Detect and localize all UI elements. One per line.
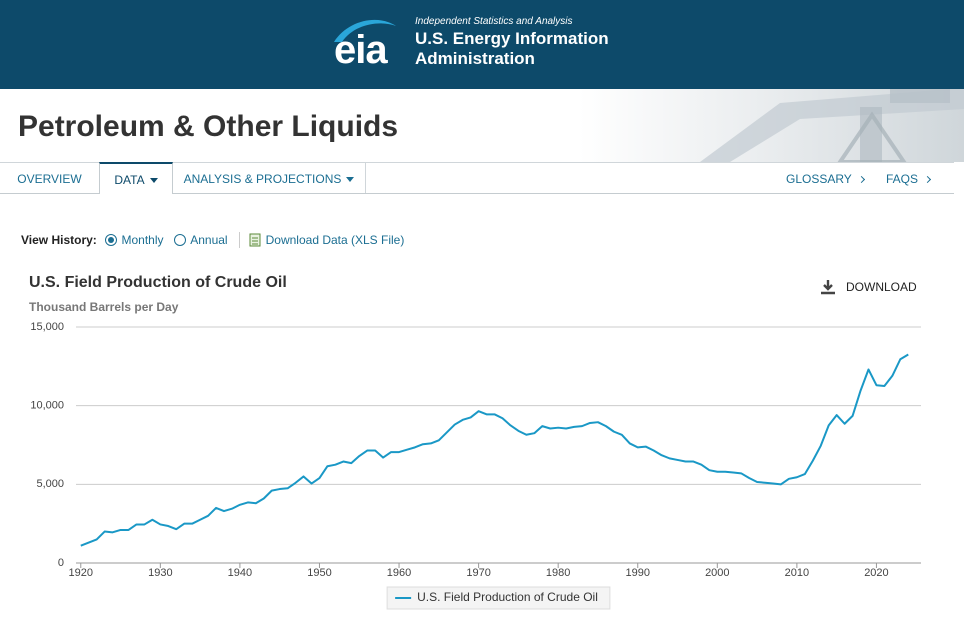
logo-swoosh: [334, 19, 396, 42]
dropdown-caret: [346, 177, 355, 182]
radio-label[interactable]: Monthly: [121, 233, 164, 247]
x-tick-label: 1990: [625, 567, 649, 579]
dropdown-caret: [149, 178, 158, 183]
y-tick-label: 10,000: [30, 400, 64, 412]
nav-overview[interactable]: OVERVIEW: [0, 163, 99, 193]
separator: [238, 232, 240, 248]
legend: U.S. Field Production of Crude Oil: [386, 586, 611, 610]
org-name: Administration: [415, 49, 535, 68]
legend-label: U.S. Field Production of Crude Oil: [417, 590, 598, 604]
y-tick-label: 0: [58, 557, 64, 569]
nav-analysis[interactable]: ANALYSIS & PROJECTIONS: [173, 163, 366, 193]
page-title: Petroleum & Other Liquids: [18, 110, 399, 143]
nav-label: DATA: [114, 173, 145, 187]
download-link[interactable]: Download Data (XLS File): [265, 233, 405, 247]
x-tick-label: 2000: [705, 567, 729, 579]
chevron: [923, 175, 932, 184]
site-header: [0, 0, 964, 89]
radio-label[interactable]: Annual: [190, 233, 228, 247]
radio[interactable]: [173, 233, 187, 247]
legend-box: [386, 586, 611, 610]
x-tick-label: 2010: [785, 567, 809, 579]
x-tick-label: 1980: [546, 567, 570, 579]
chevron: [857, 175, 865, 184]
x-tick-label: 2020: [864, 567, 888, 579]
chart-subtitle: Thousand Barrels per Day: [29, 300, 179, 314]
x-tick-label: 1970: [466, 567, 490, 579]
radio[interactable]: [104, 233, 118, 247]
data-line: [80, 353, 909, 547]
x-tick-label: 1940: [228, 567, 252, 579]
nav-label: OVERVIEW: [17, 172, 82, 186]
view-controls: View History: Monthly Annual Download Da…: [21, 232, 404, 250]
nav-data[interactable]: DATA: [99, 162, 173, 194]
logo-text[interactable]: eia: [334, 28, 388, 72]
chart: U.S. Field Production of Crude Oil Thous…: [29, 274, 921, 610]
y-tick-label: 5,000: [36, 478, 64, 490]
xls-icon: [249, 233, 261, 247]
radio-dot: [108, 237, 115, 243]
org-name: U.S. Energy Information: [415, 29, 609, 48]
y-tick-label: 15,000: [30, 321, 64, 333]
chart-title: U.S. Field Production of Crude Oil: [29, 274, 287, 291]
nav-bar: OVERVIEW DATA ANALYSIS & PROJECTIONS GLO…: [0, 162, 954, 194]
tagline: Independent Statistics and Analysis: [415, 16, 573, 27]
x-tick-label: 1920: [69, 567, 93, 579]
download-button[interactable]: DOWNLOAD: [821, 280, 917, 295]
download-label[interactable]: DOWNLOAD: [846, 280, 917, 294]
banner: [0, 89, 964, 162]
x-tick-label: 1950: [307, 567, 331, 579]
nav-label: GLOSSARY: [786, 172, 852, 186]
banner-image: [700, 89, 964, 162]
controls-label: View History:: [21, 233, 97, 247]
nav-glossary[interactable]: GLOSSARY: [786, 163, 865, 193]
nav-faqs[interactable]: FAQS: [886, 163, 932, 193]
x-tick-label: 1930: [148, 567, 172, 579]
nav-label: ANALYSIS & PROJECTIONS: [183, 172, 342, 186]
nav-label: FAQS: [886, 172, 919, 186]
x-tick-label: 1960: [387, 567, 411, 579]
